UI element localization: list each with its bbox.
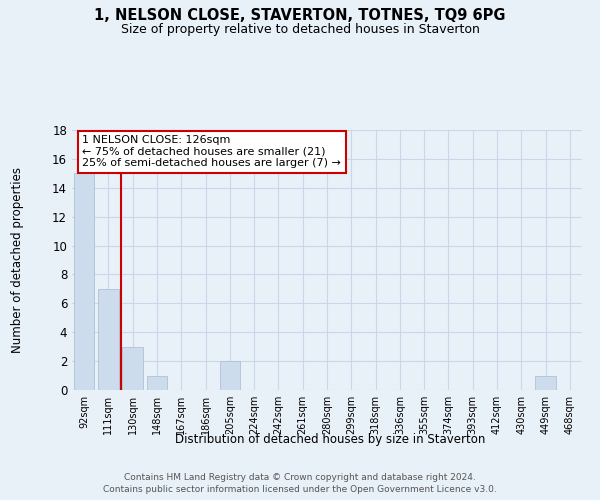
Bar — [220, 361, 240, 390]
Text: Number of detached properties: Number of detached properties — [11, 167, 25, 353]
Text: 1, NELSON CLOSE, STAVERTON, TOTNES, TQ9 6PG: 1, NELSON CLOSE, STAVERTON, TOTNES, TQ9 … — [94, 8, 506, 22]
Text: Contains public sector information licensed under the Open Government Licence v3: Contains public sector information licen… — [103, 485, 497, 494]
Bar — [74, 174, 94, 390]
Bar — [146, 376, 167, 390]
Bar — [122, 346, 143, 390]
Text: 1 NELSON CLOSE: 126sqm
← 75% of detached houses are smaller (21)
25% of semi-det: 1 NELSON CLOSE: 126sqm ← 75% of detached… — [82, 135, 341, 168]
Bar — [535, 376, 556, 390]
Text: Distribution of detached houses by size in Staverton: Distribution of detached houses by size … — [175, 432, 485, 446]
Text: Size of property relative to detached houses in Staverton: Size of property relative to detached ho… — [121, 22, 479, 36]
Bar — [98, 289, 119, 390]
Text: Contains HM Land Registry data © Crown copyright and database right 2024.: Contains HM Land Registry data © Crown c… — [124, 472, 476, 482]
